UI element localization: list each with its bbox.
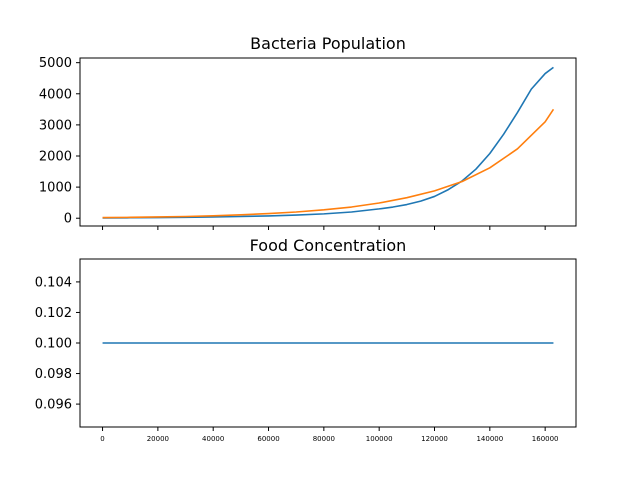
food-concentration-xtick-label: 120000 (421, 435, 448, 443)
food-concentration-xtick-label: 0 (100, 435, 104, 443)
bacteria-population-ytick-label: 4000 (39, 87, 72, 102)
bacteria-population-ytick-label: 2000 (39, 150, 72, 165)
food-concentration-ytick-label: 0.100 (35, 337, 72, 352)
food-concentration-ytick-label: 0.104 (35, 275, 72, 290)
bacteria-population-series (102, 66, 555, 219)
bacteria-population-series-line-2 (102, 108, 555, 219)
food-concentration-xtick-label: 140000 (476, 435, 503, 443)
food-concentration-ytick-label: 0.102 (35, 306, 72, 321)
bacteria-population-y-axis: 0 1000 2000 3000 4000 5000 (39, 56, 80, 227)
bacteria-population-title: Bacteria Population (250, 34, 406, 53)
food-concentration-xtick-label: 60000 (257, 435, 279, 443)
food-concentration-xtick-label: 20000 (147, 435, 169, 443)
bacteria-population-ytick-label: 5000 (39, 56, 72, 71)
bacteria-population-axes-frame (79, 57, 577, 227)
food-concentration-x-axis: 0 20000 40000 60000 80000 100000 120000 140000 1… (100, 427, 559, 443)
food-concentration-y-axis: 0.096 0.098 0.100 0.102 0.104 (35, 275, 80, 413)
food-concentration-xtick-label: 80000 (313, 435, 335, 443)
bacteria-population-series-line-1 (102, 66, 554, 219)
bacteria-population-ytick-label: 3000 (39, 118, 72, 133)
bacteria-population-plot: Bacteria Population 0 1000 2000 3000 4000 500… (39, 34, 577, 230)
food-concentration-ytick-label: 0.096 (35, 398, 72, 413)
food-concentration-plot: Food Concentration 0.0960.0980.1000.1020… (35, 236, 577, 443)
food-concentration-title: Food Concentration (250, 236, 407, 255)
food-concentration-xtick-label: 160000 (532, 435, 559, 443)
bacteria-population-x-axis (102, 226, 546, 230)
food-concentration-xtick-label: 100000 (366, 435, 393, 443)
food-concentration-ytick-label: 0.098 (35, 367, 72, 382)
bacteria-population-ytick-label: 1000 (39, 181, 72, 196)
bacteria-population-ytick-label: 0 (64, 212, 72, 227)
food-concentration-xtick-label: 40000 (202, 435, 224, 443)
